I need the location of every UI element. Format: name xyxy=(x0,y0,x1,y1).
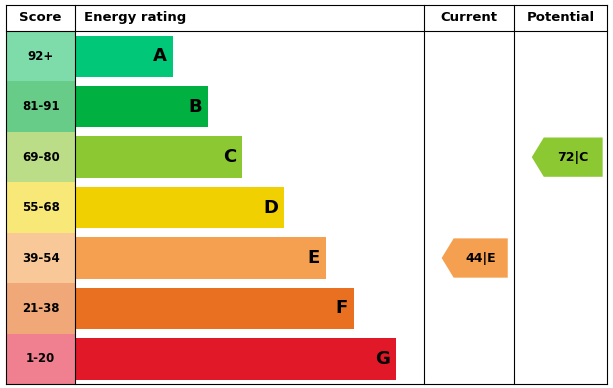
Text: 1-20: 1-20 xyxy=(26,352,55,365)
Text: 92+: 92+ xyxy=(28,50,54,63)
Bar xyxy=(6,132,75,182)
Text: 72|C: 72|C xyxy=(558,151,589,164)
Text: 21-38: 21-38 xyxy=(22,302,59,315)
Text: B: B xyxy=(188,98,202,116)
Bar xyxy=(75,36,173,77)
Text: G: G xyxy=(375,350,390,368)
Bar xyxy=(6,31,75,81)
Bar xyxy=(6,81,75,132)
Text: D: D xyxy=(263,199,278,217)
Polygon shape xyxy=(441,238,508,278)
Text: F: F xyxy=(336,300,348,317)
Polygon shape xyxy=(532,137,603,177)
Bar xyxy=(75,338,396,379)
Text: E: E xyxy=(308,249,320,267)
Text: 44|E: 44|E xyxy=(465,251,496,265)
Bar xyxy=(6,233,75,283)
Text: Current: Current xyxy=(440,11,497,24)
Text: C: C xyxy=(223,148,237,166)
Bar xyxy=(75,288,354,329)
Text: A: A xyxy=(153,47,167,65)
Text: Potential: Potential xyxy=(526,11,595,24)
Text: 81-91: 81-91 xyxy=(22,100,59,113)
Bar xyxy=(6,283,75,334)
Text: 55-68: 55-68 xyxy=(21,201,59,214)
Bar xyxy=(75,137,243,178)
Text: 39-54: 39-54 xyxy=(22,251,59,265)
Text: 69-80: 69-80 xyxy=(22,151,59,164)
Bar xyxy=(6,182,75,233)
Bar xyxy=(6,334,75,384)
Bar xyxy=(75,187,284,228)
Text: Score: Score xyxy=(20,11,62,24)
Bar xyxy=(75,86,208,127)
Bar xyxy=(75,237,326,279)
Text: Energy rating: Energy rating xyxy=(84,11,186,24)
